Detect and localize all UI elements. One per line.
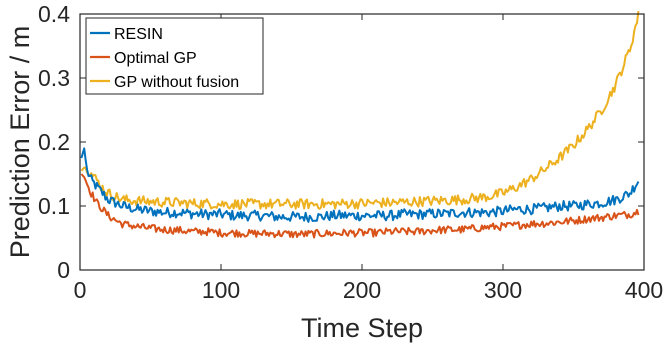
series-line-resin — [80, 147, 640, 223]
x-axis-label: Time Step — [301, 313, 423, 343]
y-axis-label: Prediction Error / m — [5, 26, 35, 259]
x-tick-label: 100 — [202, 277, 240, 303]
series-line-optimal-gp — [80, 173, 640, 239]
legend-label-gp-without-fusion: GP without fusion — [114, 74, 239, 91]
legend-box — [85, 17, 264, 95]
y-tick-label: 0 — [57, 257, 70, 283]
legend-label-resin: RESIN — [114, 26, 163, 43]
y-tick-label: 0.2 — [38, 129, 70, 155]
ticks-layer: 0 100 200 300 400 0 0.1 0.2 0.3 0.4 — [38, 1, 663, 303]
series-layer — [80, 10, 640, 239]
x-tick-label: 400 — [625, 277, 663, 303]
x-tick-label: 200 — [343, 277, 381, 303]
series-line-gp-without-fusion — [80, 10, 640, 210]
y-tick-label: 0.3 — [38, 65, 70, 91]
legend: RESIN Optimal GP GP without fusion — [85, 17, 264, 95]
legend-label-optimal-gp: Optimal GP — [114, 50, 197, 67]
y-tick-label: 0.4 — [38, 1, 70, 27]
y-tick-label: 0.1 — [38, 193, 70, 219]
x-tick-label: 300 — [484, 277, 522, 303]
x-tick-label: 0 — [74, 277, 87, 303]
